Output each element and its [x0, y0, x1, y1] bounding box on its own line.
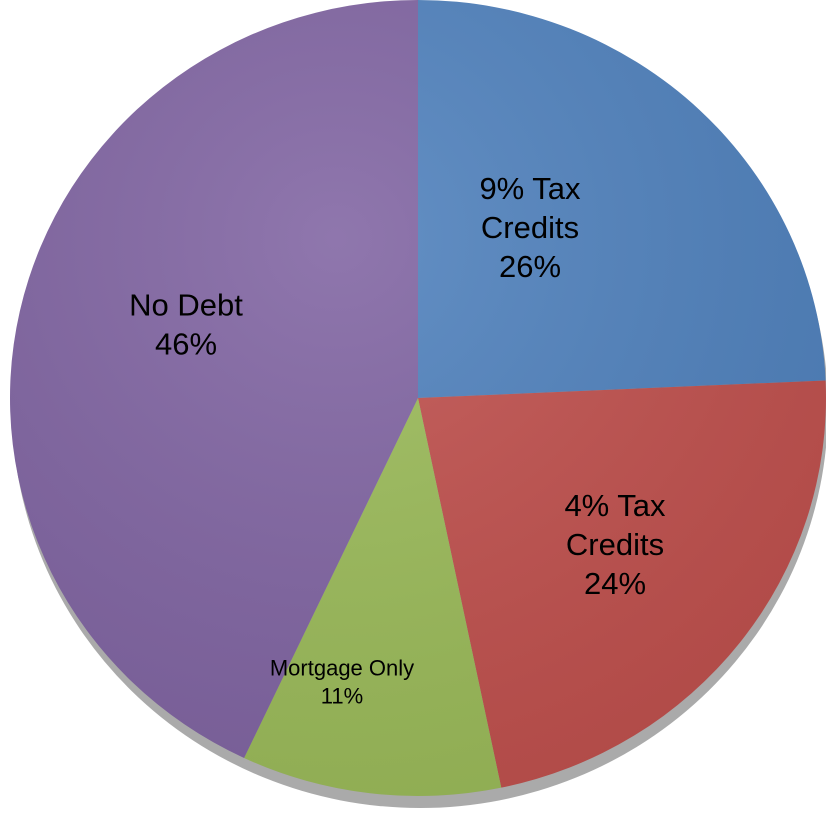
slice-label: 9% Tax Credits 26% [450, 170, 610, 286]
slice-label: Mortgage Only 11% [222, 655, 462, 710]
value-label: 24% [583, 565, 647, 601]
slice-label: No Debt 46% [86, 286, 286, 364]
value-label: 11% [320, 683, 364, 708]
category-label: 9% Tax Credits [479, 170, 581, 245]
slice-label: 4% Tax Credits 24% [535, 487, 695, 603]
category-label: 4% Tax Credits [564, 487, 666, 562]
value-label: 46% [154, 326, 218, 361]
category-label: No Debt [129, 287, 243, 323]
value-label: 26% [498, 248, 562, 284]
category-label: Mortgage Only [269, 655, 415, 681]
